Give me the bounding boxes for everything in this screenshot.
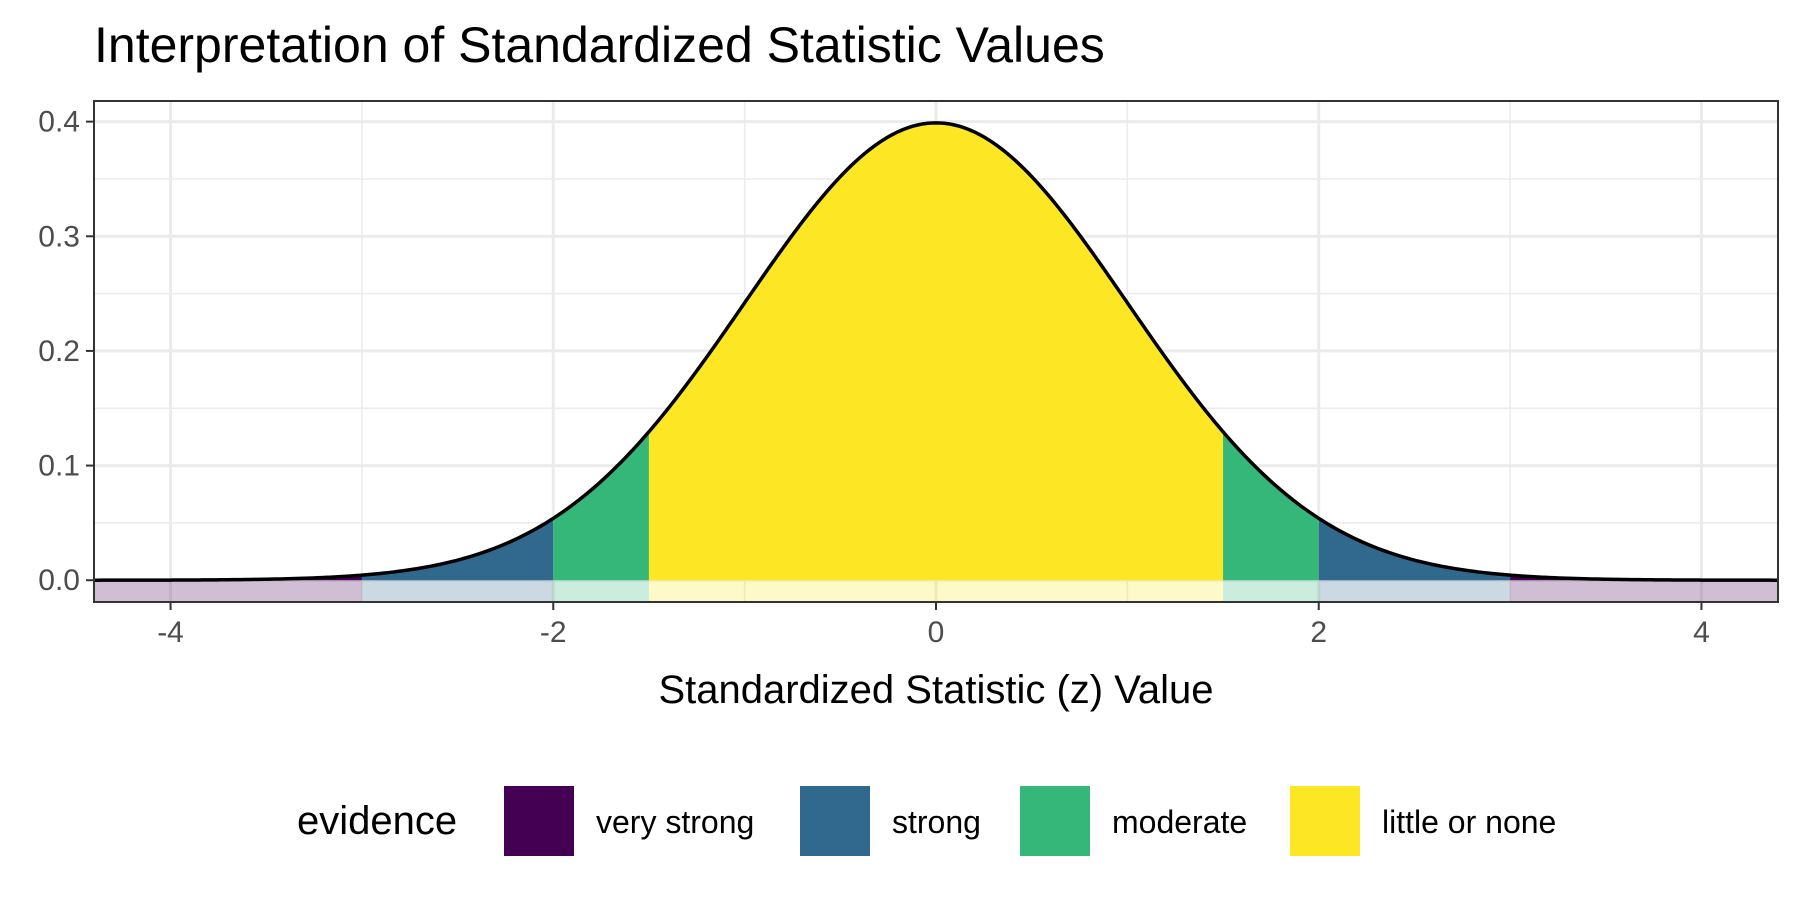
- strip-moderate: [1223, 580, 1319, 602]
- strip-very-strong: [1510, 580, 1778, 602]
- legend: evidence very strong strong moderate little…: [297, 786, 1556, 856]
- strip-strong: [361, 580, 554, 602]
- region-strong: [1318, 518, 1511, 581]
- region-strong: [361, 518, 554, 581]
- y-tick-label: 0.4: [38, 106, 80, 139]
- legend-label: little or none: [1382, 804, 1556, 840]
- legend-item-moderate: moderate: [1020, 786, 1247, 856]
- legend-key-little-or-none: [1290, 786, 1360, 856]
- region-moderate: [553, 431, 649, 581]
- strip-strong: [1318, 580, 1511, 602]
- density-curve: [94, 121, 1778, 582]
- legend-label: strong: [892, 804, 981, 840]
- legend-key-moderate: [1020, 786, 1090, 856]
- x-tick-label: 0: [928, 616, 945, 649]
- legend-label: moderate: [1112, 804, 1247, 840]
- x-tick-label: 2: [1310, 616, 1327, 649]
- strip-very-strong: [94, 580, 362, 602]
- evidence-base-strips: [94, 580, 1778, 602]
- y-tick-label: 0.0: [38, 564, 80, 597]
- legend-key-strong: [800, 786, 870, 856]
- legend-key-very-strong: [504, 786, 574, 856]
- y-tick-label: 0.2: [38, 335, 80, 368]
- strip-moderate: [553, 580, 649, 602]
- density-curve-layer: [94, 121, 1778, 582]
- legend-item-very-strong: very strong: [504, 786, 754, 856]
- x-axis: -4 -2 0 2 4: [157, 602, 1710, 649]
- region-moderate: [1223, 431, 1319, 581]
- strip-little-or-none: [648, 580, 1224, 602]
- legend-title: evidence: [297, 799, 457, 843]
- legend-item-strong: strong: [800, 786, 981, 856]
- legend-item-little-or-none: little or none: [1290, 786, 1556, 856]
- y-tick-label: 0.1: [38, 450, 80, 483]
- x-tick-label: 4: [1693, 616, 1710, 649]
- legend-entries: very strong strong moderate little or none: [504, 786, 1556, 856]
- x-tick-label: -4: [157, 616, 184, 649]
- x-tick-label: -2: [540, 616, 567, 649]
- x-axis-title: Standardized Statistic (z) Value: [658, 668, 1213, 712]
- legend-label: very strong: [596, 804, 754, 840]
- y-tick-label: 0.3: [38, 220, 80, 253]
- y-axis: 0.0 0.1 0.2 0.3 0.4: [38, 106, 94, 597]
- chart-title: Interpretation of Standardized Statistic…: [94, 17, 1105, 73]
- plot-area: [93, 100, 1779, 603]
